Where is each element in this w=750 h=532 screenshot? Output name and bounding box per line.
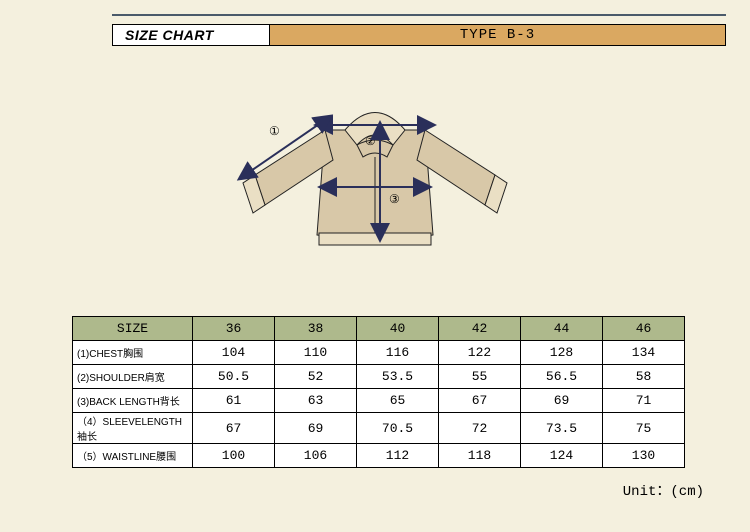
cell: 73.5 — [521, 413, 603, 444]
cell: 69 — [275, 413, 357, 444]
cell: 104 — [193, 341, 275, 365]
cell: 56.5 — [521, 365, 603, 389]
cell: 134 — [603, 341, 685, 365]
jacket-diagram: ② ③ ① — [0, 60, 750, 290]
cell: 69 — [521, 389, 603, 413]
size-chart-label: SIZE CHART — [125, 27, 214, 43]
col-2: 40 — [357, 317, 439, 341]
cell: 118 — [439, 444, 521, 468]
jacket-svg: ② ③ ① — [215, 75, 535, 275]
cell: 52 — [275, 365, 357, 389]
type-box: TYPE B-3 — [270, 24, 726, 46]
cell: 100 — [193, 444, 275, 468]
table-body: (1)CHEST胸围 104 110 116 122 128 134 (2)SH… — [73, 341, 685, 468]
table-row: (3)BACK LENGTH背长 61 63 65 67 69 71 — [73, 389, 685, 413]
cell: 71 — [603, 389, 685, 413]
table-row: （5）WAISTLINE腰围 100 106 112 118 124 130 — [73, 444, 685, 468]
table-row: (1)CHEST胸围 104 110 116 122 128 134 — [73, 341, 685, 365]
cell: 116 — [357, 341, 439, 365]
col-0: 36 — [193, 317, 275, 341]
cell: 67 — [439, 389, 521, 413]
cell: 130 — [603, 444, 685, 468]
cell: 110 — [275, 341, 357, 365]
size-chart-box: SIZE CHART — [112, 24, 270, 46]
row-label: (3)BACK LENGTH背长 — [73, 389, 193, 413]
marker-3: ③ — [389, 192, 400, 206]
table-row: （4）SLEEVELENGTH袖长 67 69 70.5 72 73.5 75 — [73, 413, 685, 444]
cell: 55 — [439, 365, 521, 389]
col-3: 42 — [439, 317, 521, 341]
table-row: (2)SHOULDER肩宽 50.5 52 53.5 55 56.5 58 — [73, 365, 685, 389]
cell: 106 — [275, 444, 357, 468]
cell: 112 — [357, 444, 439, 468]
size-table: SIZE 36 38 40 42 44 46 (1)CHEST胸围 104 11… — [72, 316, 685, 468]
row-label: （4）SLEEVELENGTH袖长 — [73, 413, 193, 444]
cell: 61 — [193, 389, 275, 413]
header-rule — [112, 14, 726, 16]
header-row: SIZE CHART TYPE B-3 — [112, 24, 726, 46]
marker-1: ① — [269, 124, 280, 138]
row-label: (2)SHOULDER肩宽 — [73, 365, 193, 389]
cell: 75 — [603, 413, 685, 444]
cell: 70.5 — [357, 413, 439, 444]
size-header: SIZE — [73, 317, 193, 341]
cell: 63 — [275, 389, 357, 413]
cell: 72 — [439, 413, 521, 444]
col-5: 46 — [603, 317, 685, 341]
cell: 65 — [357, 389, 439, 413]
col-1: 38 — [275, 317, 357, 341]
table-header-row: SIZE 36 38 40 42 44 46 — [73, 317, 685, 341]
type-label: TYPE B-3 — [460, 27, 535, 43]
cell: 58 — [603, 365, 685, 389]
marker-2: ② — [365, 134, 376, 148]
row-label: (1)CHEST胸围 — [73, 341, 193, 365]
size-table-wrap: SIZE 36 38 40 42 44 46 (1)CHEST胸围 104 11… — [72, 316, 685, 468]
cell: 124 — [521, 444, 603, 468]
cell: 50.5 — [193, 365, 275, 389]
cell: 67 — [193, 413, 275, 444]
col-4: 44 — [521, 317, 603, 341]
cell: 128 — [521, 341, 603, 365]
cell: 122 — [439, 341, 521, 365]
cell: 53.5 — [357, 365, 439, 389]
row-label: （5）WAISTLINE腰围 — [73, 444, 193, 468]
unit-label: Unit：(cm) — [623, 480, 704, 500]
